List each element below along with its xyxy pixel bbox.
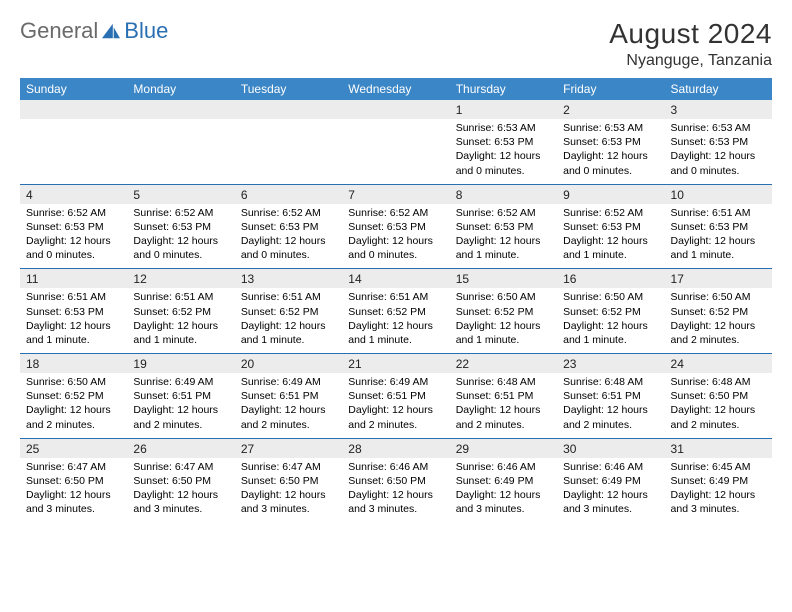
header: General Blue August 2024 Nyanguge, Tanza… <box>20 18 772 70</box>
day-number-cell <box>127 100 234 119</box>
day-number-cell: 25 <box>20 439 127 458</box>
day-detail-cell: Sunrise: 6:48 AMSunset: 6:51 PMDaylight:… <box>557 373 664 438</box>
day-number-row: 25262728293031 <box>20 439 772 458</box>
day-detail-cell <box>20 119 127 184</box>
day-detail-cell: Sunrise: 6:49 AMSunset: 6:51 PMDaylight:… <box>342 373 449 438</box>
day-number-cell: 5 <box>127 185 234 204</box>
day-number-cell: 29 <box>450 439 557 458</box>
day-number-cell: 12 <box>127 269 234 288</box>
day-number-cell: 24 <box>665 354 772 373</box>
day-detail-cell: Sunrise: 6:47 AMSunset: 6:50 PMDaylight:… <box>20 458 127 523</box>
day-header-wednesday: Wednesday <box>342 78 449 100</box>
day-header-tuesday: Tuesday <box>235 78 342 100</box>
day-detail-cell: Sunrise: 6:50 AMSunset: 6:52 PMDaylight:… <box>557 288 664 353</box>
day-number-cell: 19 <box>127 354 234 373</box>
day-number-cell: 31 <box>665 439 772 458</box>
day-number-cell: 18 <box>20 354 127 373</box>
day-number-cell: 7 <box>342 185 449 204</box>
day-header-saturday: Saturday <box>665 78 772 100</box>
day-detail-cell: Sunrise: 6:52 AMSunset: 6:53 PMDaylight:… <box>342 204 449 269</box>
day-detail-cell: Sunrise: 6:52 AMSunset: 6:53 PMDaylight:… <box>127 204 234 269</box>
day-detail-cell: Sunrise: 6:45 AMSunset: 6:49 PMDaylight:… <box>665 458 772 523</box>
logo: General Blue <box>20 18 168 44</box>
day-detail-cell: Sunrise: 6:52 AMSunset: 6:53 PMDaylight:… <box>450 204 557 269</box>
day-detail-row: Sunrise: 6:53 AMSunset: 6:53 PMDaylight:… <box>20 119 772 184</box>
day-number-cell: 17 <box>665 269 772 288</box>
day-detail-row: Sunrise: 6:52 AMSunset: 6:53 PMDaylight:… <box>20 204 772 269</box>
day-number-cell: 22 <box>450 354 557 373</box>
day-number-cell: 3 <box>665 100 772 119</box>
day-number-cell <box>342 100 449 119</box>
day-detail-cell: Sunrise: 6:49 AMSunset: 6:51 PMDaylight:… <box>127 373 234 438</box>
day-detail-cell <box>127 119 234 184</box>
day-detail-cell: Sunrise: 6:46 AMSunset: 6:49 PMDaylight:… <box>450 458 557 523</box>
day-number-row: 11121314151617 <box>20 269 772 288</box>
day-header-sunday: Sunday <box>20 78 127 100</box>
day-detail-cell: Sunrise: 6:51 AMSunset: 6:52 PMDaylight:… <box>127 288 234 353</box>
day-detail-cell: Sunrise: 6:52 AMSunset: 6:53 PMDaylight:… <box>20 204 127 269</box>
title-block: August 2024 Nyanguge, Tanzania <box>609 18 772 70</box>
day-header-thursday: Thursday <box>450 78 557 100</box>
day-number-cell: 11 <box>20 269 127 288</box>
day-header-friday: Friday <box>557 78 664 100</box>
location-label: Nyanguge, Tanzania <box>609 52 772 70</box>
day-detail-cell <box>342 119 449 184</box>
day-number-cell: 15 <box>450 269 557 288</box>
day-detail-cell: Sunrise: 6:49 AMSunset: 6:51 PMDaylight:… <box>235 373 342 438</box>
day-header-monday: Monday <box>127 78 234 100</box>
day-detail-row: Sunrise: 6:47 AMSunset: 6:50 PMDaylight:… <box>20 458 772 523</box>
day-number-cell: 26 <box>127 439 234 458</box>
day-detail-cell: Sunrise: 6:50 AMSunset: 6:52 PMDaylight:… <box>20 373 127 438</box>
day-number-cell: 1 <box>450 100 557 119</box>
day-number-cell: 14 <box>342 269 449 288</box>
day-number-cell: 6 <box>235 185 342 204</box>
day-number-cell: 13 <box>235 269 342 288</box>
day-detail-cell: Sunrise: 6:46 AMSunset: 6:49 PMDaylight:… <box>557 458 664 523</box>
month-title: August 2024 <box>609 18 772 50</box>
day-number-cell: 28 <box>342 439 449 458</box>
day-number-cell: 9 <box>557 185 664 204</box>
day-number-cell: 21 <box>342 354 449 373</box>
day-detail-cell: Sunrise: 6:51 AMSunset: 6:52 PMDaylight:… <box>342 288 449 353</box>
day-detail-cell: Sunrise: 6:51 AMSunset: 6:52 PMDaylight:… <box>235 288 342 353</box>
day-number-row: 123 <box>20 100 772 119</box>
day-number-row: 18192021222324 <box>20 354 772 373</box>
day-detail-row: Sunrise: 6:51 AMSunset: 6:53 PMDaylight:… <box>20 288 772 353</box>
day-number-cell: 8 <box>450 185 557 204</box>
day-header-row: Sunday Monday Tuesday Wednesday Thursday… <box>20 78 772 100</box>
logo-text-general: General <box>20 18 98 44</box>
day-number-cell: 2 <box>557 100 664 119</box>
day-detail-cell <box>235 119 342 184</box>
day-detail-cell: Sunrise: 6:50 AMSunset: 6:52 PMDaylight:… <box>665 288 772 353</box>
day-number-cell: 23 <box>557 354 664 373</box>
logo-text-blue: Blue <box>124 18 168 44</box>
day-detail-cell: Sunrise: 6:47 AMSunset: 6:50 PMDaylight:… <box>127 458 234 523</box>
day-number-cell: 16 <box>557 269 664 288</box>
day-detail-cell: Sunrise: 6:53 AMSunset: 6:53 PMDaylight:… <box>557 119 664 184</box>
calendar-table: Sunday Monday Tuesday Wednesday Thursday… <box>20 78 772 522</box>
day-detail-row: Sunrise: 6:50 AMSunset: 6:52 PMDaylight:… <box>20 373 772 438</box>
day-number-cell <box>235 100 342 119</box>
day-detail-cell: Sunrise: 6:52 AMSunset: 6:53 PMDaylight:… <box>235 204 342 269</box>
calendar-body: 123Sunrise: 6:53 AMSunset: 6:53 PMDaylig… <box>20 100 772 522</box>
day-number-cell: 20 <box>235 354 342 373</box>
day-number-row: 45678910 <box>20 185 772 204</box>
day-detail-cell: Sunrise: 6:48 AMSunset: 6:51 PMDaylight:… <box>450 373 557 438</box>
day-number-cell: 4 <box>20 185 127 204</box>
day-number-cell <box>20 100 127 119</box>
day-number-cell: 10 <box>665 185 772 204</box>
day-number-cell: 30 <box>557 439 664 458</box>
day-detail-cell: Sunrise: 6:53 AMSunset: 6:53 PMDaylight:… <box>450 119 557 184</box>
day-detail-cell: Sunrise: 6:48 AMSunset: 6:50 PMDaylight:… <box>665 373 772 438</box>
day-detail-cell: Sunrise: 6:47 AMSunset: 6:50 PMDaylight:… <box>235 458 342 523</box>
day-detail-cell: Sunrise: 6:51 AMSunset: 6:53 PMDaylight:… <box>20 288 127 353</box>
logo-sail-icon <box>100 22 122 40</box>
day-detail-cell: Sunrise: 6:46 AMSunset: 6:50 PMDaylight:… <box>342 458 449 523</box>
day-number-cell: 27 <box>235 439 342 458</box>
day-detail-cell: Sunrise: 6:53 AMSunset: 6:53 PMDaylight:… <box>665 119 772 184</box>
day-detail-cell: Sunrise: 6:50 AMSunset: 6:52 PMDaylight:… <box>450 288 557 353</box>
day-detail-cell: Sunrise: 6:51 AMSunset: 6:53 PMDaylight:… <box>665 204 772 269</box>
day-detail-cell: Sunrise: 6:52 AMSunset: 6:53 PMDaylight:… <box>557 204 664 269</box>
